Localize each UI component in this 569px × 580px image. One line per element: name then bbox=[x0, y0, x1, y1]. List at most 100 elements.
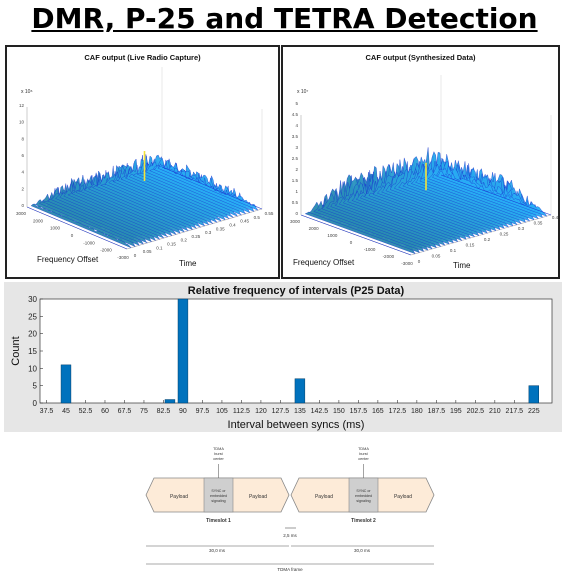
surface-mesh bbox=[300, 147, 552, 256]
surface-mesh bbox=[26, 154, 263, 250]
histogram-xtick: 202.5 bbox=[467, 408, 485, 415]
caf-synth-ytick: 0.1 bbox=[450, 248, 457, 253]
surface-y-axis bbox=[410, 214, 552, 256]
histogram-xtick: 165 bbox=[372, 408, 384, 415]
caf-live-panel: CAF output (Live Radio Capture) 12 10 8 6 4 2… bbox=[5, 45, 280, 279]
caf-synth-ztick: 0.5 bbox=[292, 200, 299, 205]
caf-synth-ztick: 5 bbox=[295, 101, 298, 106]
timeslot-2-sync-label: SYNC or bbox=[356, 489, 371, 493]
caf-synth-ztick: 4 bbox=[295, 123, 298, 128]
caf-synth-ztick: 2.5 bbox=[292, 156, 299, 161]
histogram-xtick: 37.5 bbox=[40, 408, 54, 415]
caf-synth-ytick: 0.35 bbox=[534, 221, 543, 226]
caf-live-ztick: 10 bbox=[19, 120, 25, 125]
timeslot-1-sync-box bbox=[203, 477, 234, 513]
histogram-xtick: 195 bbox=[450, 408, 462, 415]
histogram-svg: Relative frequency of intervals (P25 Dat… bbox=[10, 285, 553, 431]
caf-live-ytick: 0.35 bbox=[216, 226, 225, 231]
interval-histogram: Relative frequency of intervals (P25 Dat… bbox=[4, 282, 562, 432]
histogram-xtick: 225 bbox=[528, 408, 540, 415]
surface-strip bbox=[161, 166, 263, 210]
histogram-ytick: 30 bbox=[28, 295, 37, 304]
caf-live-xtick: 0 bbox=[71, 233, 74, 238]
caf-live-ztick: 6 bbox=[21, 153, 24, 158]
histogram-xtick: 172.5 bbox=[389, 408, 407, 415]
histogram-xtick: 60 bbox=[101, 408, 109, 415]
caf-synth-ytick: 0.15 bbox=[466, 243, 475, 248]
histogram-xtick: 97.5 bbox=[196, 408, 210, 415]
histogram-xtick: 127.5 bbox=[272, 408, 290, 415]
histogram-ytick: 0 bbox=[33, 399, 38, 408]
caf-live-xtick: -1000 bbox=[83, 240, 95, 245]
caf-live-xtick: -2000 bbox=[100, 248, 112, 253]
caf-synth-title: CAF output (Synthesized Data) bbox=[365, 53, 476, 62]
caf-synth-ytick: 0.2 bbox=[484, 237, 491, 242]
caf-synth-ztick: 0 bbox=[295, 211, 298, 216]
histogram-xtick: 142.5 bbox=[311, 408, 329, 415]
caf-live-ytick: 0.25 bbox=[192, 234, 201, 239]
histogram-xtick: 135 bbox=[294, 408, 306, 415]
caf-synth-ztick: 1 bbox=[295, 189, 298, 194]
caf-live-ztick: 4 bbox=[21, 170, 24, 175]
histogram-ylabel: Count bbox=[10, 336, 22, 365]
caf-synth-ytick: 0.25 bbox=[500, 232, 509, 237]
caf-synth-xtick: 3000 bbox=[290, 219, 301, 224]
caf-synth-panel: CAF output (Synthesized Data) 5 4.5 4 3.5 3 2… bbox=[281, 45, 560, 279]
caf-live-ytick: 0.5 bbox=[254, 215, 261, 220]
timeslot-1-payload-left: Payload bbox=[170, 494, 188, 500]
caf-synth-xlabel: Frequency Offset bbox=[293, 258, 355, 267]
histogram-ytick: 20 bbox=[28, 330, 37, 339]
timeslot-2-burst-center: center bbox=[358, 457, 369, 461]
histogram-bar bbox=[528, 385, 539, 404]
timeslot-2-payload-right: Payload bbox=[394, 494, 412, 500]
histogram-ytick: 5 bbox=[33, 382, 38, 391]
histogram-ytick: 15 bbox=[28, 347, 37, 356]
caf-live-xtick: 3000 bbox=[16, 211, 27, 216]
histogram-xtick: 180 bbox=[411, 408, 423, 415]
caf-synth-xtick: 0 bbox=[350, 240, 353, 245]
caf-synth-ytick: 0.3 bbox=[518, 226, 525, 231]
caf-live-ytick: 0.3 bbox=[205, 230, 212, 235]
frame-label: TDMA frame bbox=[277, 567, 303, 572]
caf-live-title: CAF output (Live Radio Capture) bbox=[84, 53, 201, 62]
histogram-xtick: 45 bbox=[62, 408, 70, 415]
dur1-label: 30,0 ms bbox=[209, 548, 226, 553]
timeslot-1-sync-label: signaling bbox=[211, 499, 225, 503]
gap-label: 2,5 ms bbox=[283, 533, 297, 538]
caf-synth-surface: 5 4.5 4 3.5 3 2.5 2 1.5 1 0.5 0 3000 2000 1000 0 -1000 -… bbox=[290, 75, 558, 266]
timeslot-1-label: Timeslot 1 bbox=[206, 518, 231, 524]
timeslot-1-sync-label: embedded bbox=[210, 494, 227, 498]
surface-strip bbox=[440, 174, 552, 216]
timeslot-2-sync-label: embedded bbox=[355, 494, 372, 498]
caf-synth-zexp: x 10⁷ bbox=[297, 89, 309, 95]
surface-y-axis bbox=[126, 208, 263, 250]
caf-synth-xtick: -1000 bbox=[364, 247, 376, 252]
timeslot-2-payload-left: Payload bbox=[315, 494, 333, 500]
caf-live-ytick: 0.45 bbox=[240, 219, 249, 224]
caf-live-xlabel: Frequency Offset bbox=[37, 255, 99, 264]
caf-live-ylabel: Time bbox=[179, 259, 197, 268]
timeslot-2-label: Timeslot 2 bbox=[351, 518, 376, 524]
histogram-bar bbox=[60, 364, 72, 404]
caf-live-ytick: 0.1 bbox=[156, 245, 163, 250]
caf-synth-ztick: 3.5 bbox=[292, 134, 299, 139]
caf-live-ytick: 0.2 bbox=[181, 238, 188, 243]
histogram-xtick: 210 bbox=[489, 408, 501, 415]
histogram-xtick: 187.5 bbox=[428, 408, 446, 415]
histogram-bar bbox=[294, 378, 306, 404]
timeslot-1-sync-label: SYNC or bbox=[211, 489, 226, 493]
timeslot-1-payload-right: Payload bbox=[249, 494, 267, 500]
histogram-xtick: 75 bbox=[140, 408, 148, 415]
caf-synth-ytick: 0.4 bbox=[552, 215, 558, 220]
caf-live-xtick: 1000 bbox=[50, 226, 61, 231]
caf-synth-ylabel: Time bbox=[453, 261, 471, 270]
caf-synth-xtick: -3000 bbox=[401, 261, 413, 266]
timeslot-1-burst-center: burst bbox=[214, 452, 223, 456]
caf-live-ytick: 0.15 bbox=[167, 242, 176, 247]
histogram-xlabel: Interval between syncs (ms) bbox=[228, 419, 365, 431]
histogram-xtick: 112.5 bbox=[233, 408, 250, 415]
histogram-ytick: 10 bbox=[28, 364, 37, 373]
histogram-title: Relative frequency of intervals (P25 Dat… bbox=[188, 285, 405, 297]
caf-synth-xtick: -2000 bbox=[383, 254, 395, 259]
